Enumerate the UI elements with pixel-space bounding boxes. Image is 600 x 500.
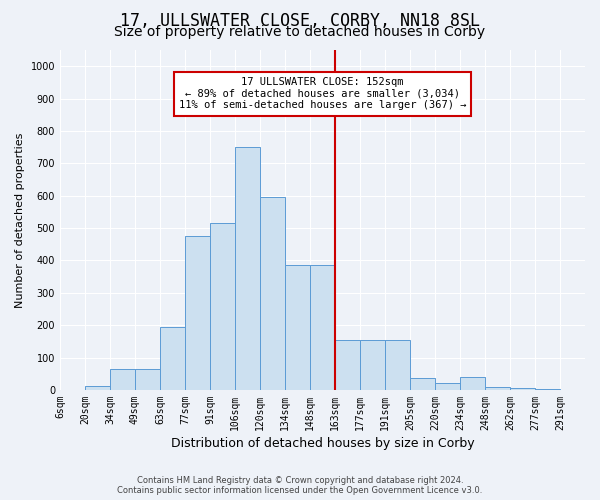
Bar (235, 147, 260, 390)
Bar (185, 236, 210, 390)
Text: Contains HM Land Registry data © Crown copyright and database right 2024.
Contai: Contains HM Land Registry data © Crown c… (118, 476, 482, 495)
Bar (85, 386, 110, 390)
Bar (260, 198, 285, 390)
Y-axis label: Number of detached properties: Number of detached properties (15, 132, 25, 308)
Bar (335, 340, 360, 390)
Bar (510, 388, 535, 390)
Bar (360, 340, 385, 390)
Text: Size of property relative to detached houses in Corby: Size of property relative to detached ho… (115, 25, 485, 39)
Bar (435, 383, 460, 390)
Bar (110, 369, 135, 390)
Bar (135, 369, 160, 390)
Bar (485, 386, 510, 390)
Bar (285, 266, 310, 390)
Bar (160, 327, 185, 390)
Bar (385, 340, 410, 390)
X-axis label: Distribution of detached houses by size in Corby: Distribution of detached houses by size … (170, 437, 474, 450)
Text: 17 ULLSWATER CLOSE: 152sqm
← 89% of detached houses are smaller (3,034)
11% of s: 17 ULLSWATER CLOSE: 152sqm ← 89% of deta… (179, 77, 466, 110)
Bar (310, 266, 335, 390)
Bar (410, 378, 435, 390)
Bar (210, 223, 235, 390)
Bar (460, 377, 485, 390)
Text: 17, ULLSWATER CLOSE, CORBY, NN18 8SL: 17, ULLSWATER CLOSE, CORBY, NN18 8SL (120, 12, 480, 30)
